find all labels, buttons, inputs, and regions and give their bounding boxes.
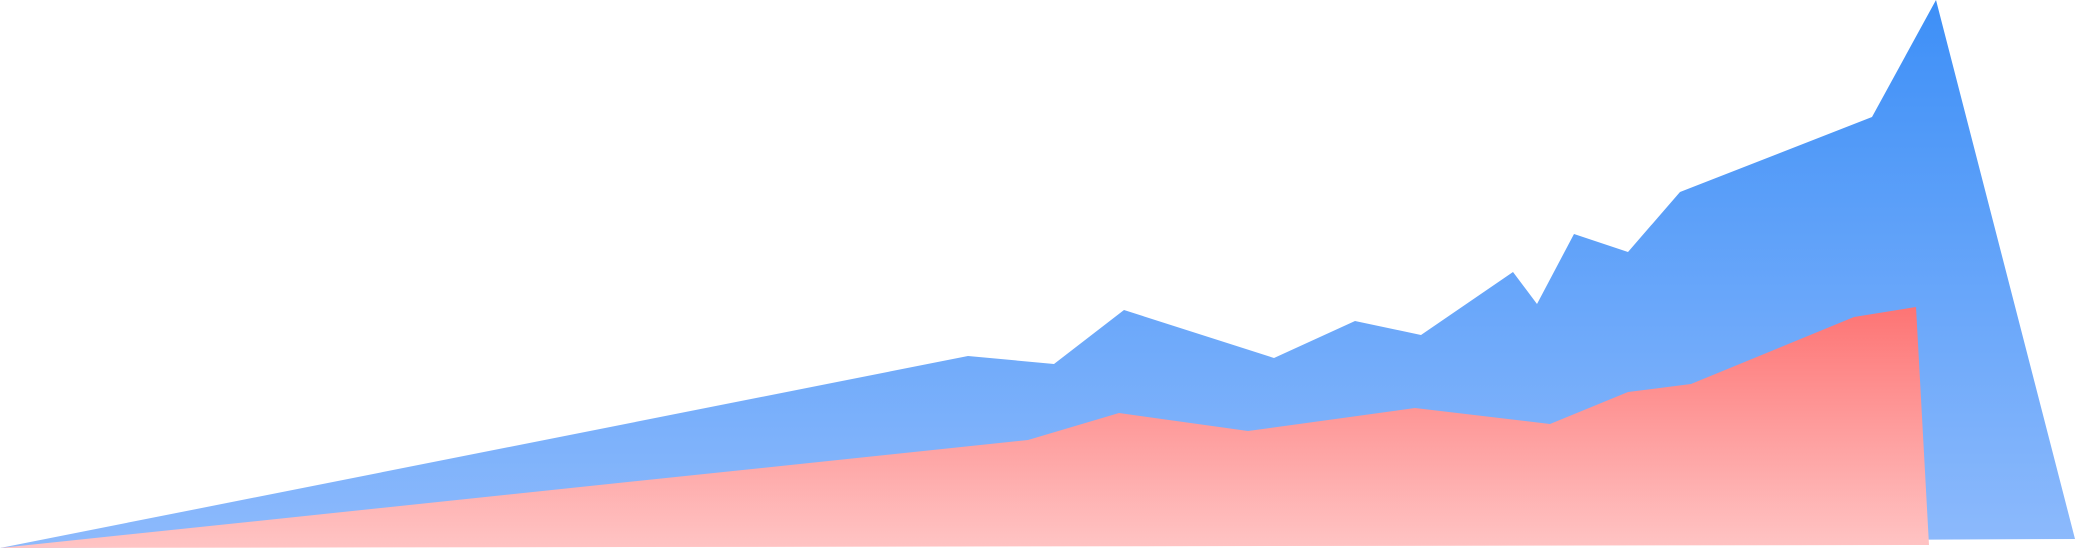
area (0, 307, 1929, 548)
